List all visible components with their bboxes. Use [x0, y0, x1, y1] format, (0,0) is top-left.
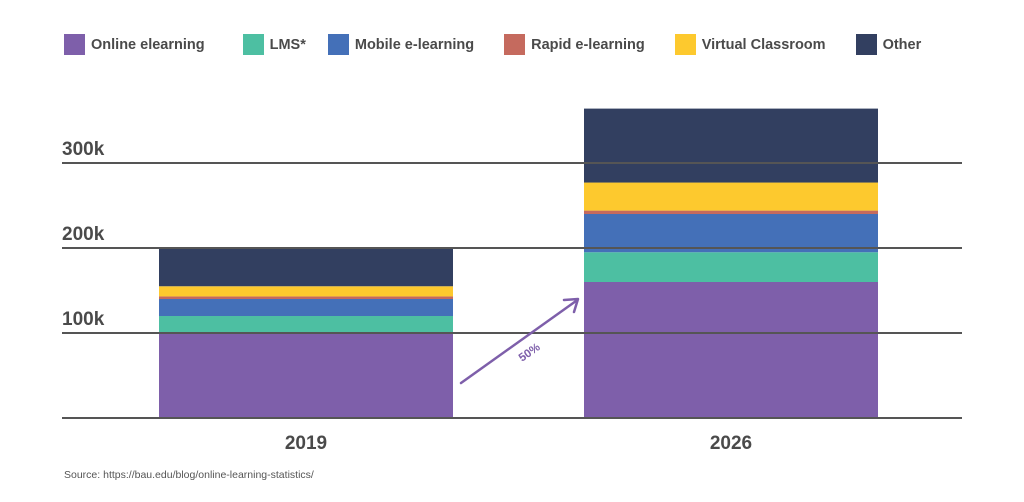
legend-item-online-elearning: Online elearning	[64, 34, 205, 55]
chart-legend: Online elearning LMS* Mobile e-learning …	[64, 34, 949, 55]
legend-swatch	[855, 34, 877, 55]
legend-item-lms: LMS*	[242, 34, 306, 55]
legend-label: Online elearning	[91, 36, 205, 53]
growth-annotation: 50%	[459, 297, 580, 385]
legend-label: Mobile e-learning	[354, 36, 475, 53]
legend-label: Rapid e-learning	[531, 36, 645, 53]
bars-layer	[159, 108, 878, 418]
legend-swatch	[64, 34, 85, 55]
legend-swatch	[242, 34, 264, 55]
source-url: https://bau.edu/blog/online-learning-sta…	[103, 469, 314, 481]
source-note: Source: https://bau.edu/blog/online-lear…	[64, 469, 314, 481]
y-tick-label: 300k	[62, 139, 105, 160]
bar-segment-2026-0	[584, 282, 878, 418]
bar-segment-2019-4	[159, 286, 453, 297]
bar-segment-2019-3	[159, 296, 453, 299]
x-category-labels: 2019 2026	[285, 433, 752, 454]
legend-swatch	[327, 34, 349, 55]
legend-item-other: Other	[855, 34, 922, 55]
bar-segment-2026-1	[584, 252, 878, 282]
growth-arrow-head	[562, 297, 580, 314]
bar-segment-2019-2	[159, 299, 453, 316]
bar-segment-2019-0	[159, 333, 453, 418]
legend-item-mobile-elearning: Mobile e-learning	[327, 34, 475, 55]
legend-label: Virtual Classroom	[701, 36, 826, 53]
growth-annotation-label: 50%	[517, 341, 543, 364]
bar-segment-2026-5	[584, 108, 878, 183]
bar-segment-2026-2	[584, 214, 878, 253]
legend-swatch	[674, 34, 696, 55]
y-tick-labels: 100k 200k 300k	[62, 139, 105, 330]
x-category-label-2019: 2019	[285, 433, 327, 454]
legend-label: LMS*	[269, 36, 306, 53]
legend-swatch	[504, 34, 526, 55]
growth-arrow-line	[459, 299, 578, 385]
legend-label: Other	[882, 36, 922, 53]
bar-segment-2026-4	[584, 182, 878, 211]
y-tick-label: 200k	[62, 224, 105, 245]
source-label: Source:	[64, 469, 101, 481]
y-tick-label: 100k	[62, 309, 105, 330]
gridlines-layer	[62, 162, 962, 419]
bar-segment-2019-5	[159, 248, 453, 287]
legend-item-virtual-classroom: Virtual Classroom	[674, 34, 826, 55]
bar-segment-2019-1	[159, 316, 453, 333]
x-category-label-2026: 2026	[710, 433, 752, 454]
legend-item-rapid-elearning: Rapid e-learning	[504, 34, 645, 55]
bar-segment-2026-3	[584, 210, 878, 214]
